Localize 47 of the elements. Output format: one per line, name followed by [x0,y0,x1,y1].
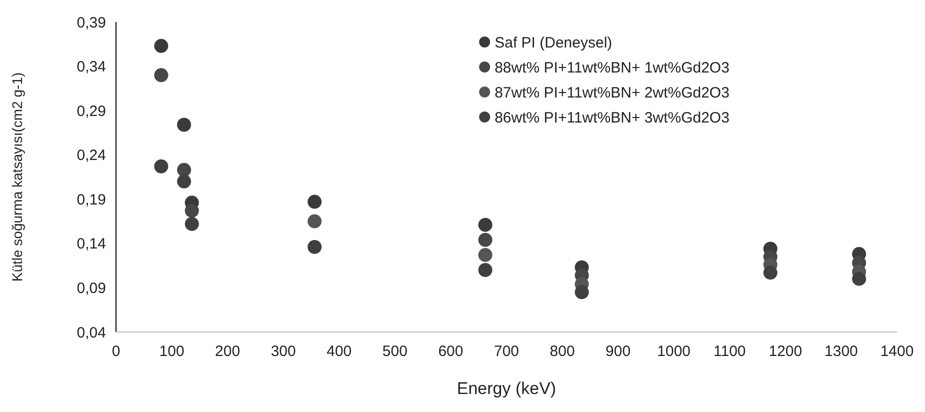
point [154,159,168,174]
y-tick-label: 0,14 [76,236,106,253]
x-tick-label: 400 [326,343,352,360]
x-tick-label: 700 [494,343,520,360]
x-axis-title: Energy (keV) [456,379,556,398]
x-tick-label: 200 [215,343,240,360]
point [177,174,192,188]
point [177,162,192,177]
point [154,68,168,82]
x-tick-label: 1300 [824,343,858,360]
x-tick-label: 500 [382,343,408,360]
y-axis-title: Kütle soğurma katsayısı(cm2 g-1) [9,72,25,282]
x-tick-label: 600 [438,343,464,360]
y-tick-label: 0,34 [76,58,106,76]
y-tick-label: 0,09 [76,280,106,297]
point [154,38,168,53]
point [177,118,192,132]
y-tick-label: 0,24 [76,147,106,164]
point [852,272,866,286]
point [184,216,199,231]
point [184,204,199,218]
x-tick-label: 900 [606,343,631,360]
point [763,266,778,280]
legend-label: 87wt% PI+11wt%BN+ 2wt%Gd2O3 [494,84,730,102]
x-tick-label: 0 [112,343,120,360]
x-tick-label: 800 [550,343,575,360]
point [308,194,322,209]
point [478,218,492,232]
y-tick-label: 0,29 [76,102,106,120]
x-tick-label: 1400 [880,343,914,360]
point [478,248,492,262]
x-tick-label: 1200 [768,343,802,360]
legend-label: Saf PI (Deneysel) [494,34,612,52]
point [308,214,322,228]
point [478,232,492,247]
point [478,263,492,277]
y-tick-label: 0,04 [76,324,106,342]
x-tick-label: 1100 [714,343,746,360]
x-tick-label: 1000 [657,343,691,360]
x-tick-label: 300 [270,343,296,360]
legend-label: 88wt% PI+11wt%BN+ 1wt%Gd2O3 [494,59,730,76]
point [574,285,589,300]
point [308,240,322,254]
y-tick-label: 0,19 [76,191,106,208]
y-tick-label: 0,39 [76,14,106,32]
legend-label: 86wt% PI+11wt%BN+ 3wt%Gd2O3 [494,109,730,126]
x-tick-label: 100 [159,343,184,360]
